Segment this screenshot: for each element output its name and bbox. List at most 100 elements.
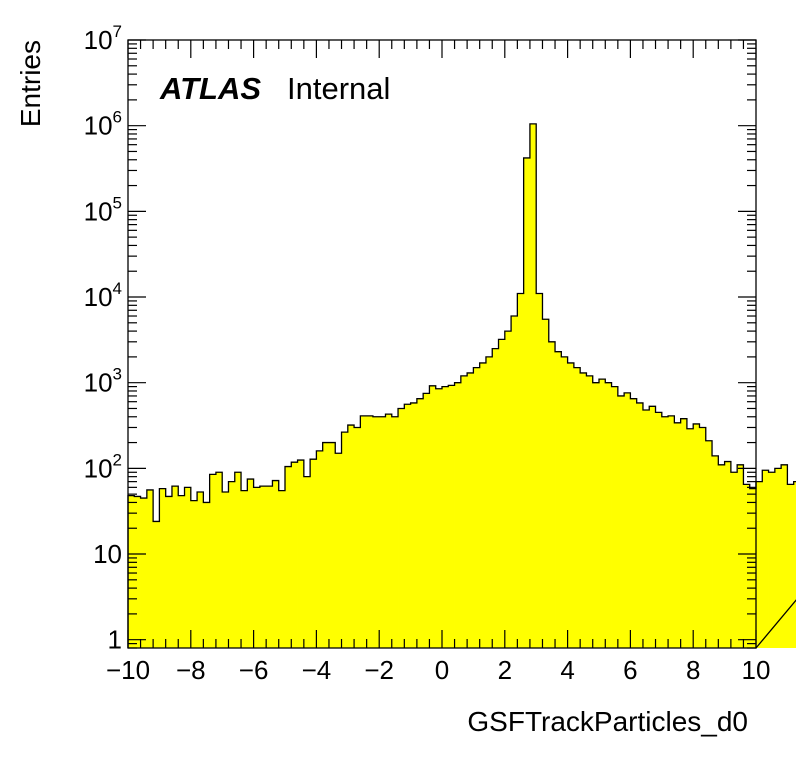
histogram-bar xyxy=(511,316,518,648)
x-tick-label: 0 xyxy=(435,655,449,685)
histogram-bar xyxy=(680,418,688,648)
histogram-bar xyxy=(335,453,342,648)
histogram-bar xyxy=(184,487,192,648)
x-tick-label: 8 xyxy=(686,655,700,685)
histogram-bar xyxy=(272,480,280,648)
histogram-bar xyxy=(341,432,349,648)
y-tick-label: 106 xyxy=(84,108,122,141)
histogram-bar xyxy=(693,423,700,648)
histogram-bar xyxy=(649,406,656,648)
histogram-bar xyxy=(749,488,757,648)
x-tick-label: 10 xyxy=(742,655,771,685)
histogram-bar xyxy=(247,479,254,648)
histogram-bar xyxy=(328,442,336,648)
histogram-bar xyxy=(498,339,506,648)
y-tick-label: 10 xyxy=(93,539,122,569)
histogram-bar xyxy=(442,386,449,648)
histogram-bar xyxy=(203,502,211,648)
histogram-bar xyxy=(642,409,650,648)
histogram-bar xyxy=(241,490,248,648)
histogram-bar xyxy=(699,427,707,648)
histogram-bar xyxy=(322,442,330,648)
histogram-outline xyxy=(127,123,796,649)
y-tick-label: 105 xyxy=(84,193,122,226)
histogram-bar xyxy=(599,379,606,648)
histogram-bar xyxy=(460,375,468,648)
histogram-bars xyxy=(128,123,796,649)
histogram-bar xyxy=(297,460,305,648)
histogram-bar xyxy=(454,382,462,648)
histogram-bar xyxy=(467,372,474,648)
histogram-bar xyxy=(523,157,531,648)
histogram-bar xyxy=(303,476,311,648)
histogram-bar xyxy=(592,382,600,648)
histogram-bar xyxy=(605,382,612,648)
histogram-bar xyxy=(561,356,568,648)
x-tick-label: 6 xyxy=(623,655,637,685)
histogram-bar xyxy=(542,319,550,648)
histogram-bar xyxy=(768,472,776,648)
x-tick-labels: −10 −8 −6 −4 −2 0 2 4 6 8 10 xyxy=(106,655,771,685)
histogram-bar xyxy=(781,464,788,648)
histogram-bar xyxy=(347,425,355,648)
histogram-bar xyxy=(234,472,242,648)
histogram-bar xyxy=(630,398,638,648)
histogram-bar xyxy=(278,490,286,648)
histogram-bar xyxy=(686,428,694,648)
histogram-bar xyxy=(567,362,575,648)
histogram-bar xyxy=(555,351,562,648)
x-tick-label: −10 xyxy=(106,655,150,685)
histogram-bar xyxy=(178,495,185,648)
histogram-bar xyxy=(146,489,154,648)
histogram-bar xyxy=(724,461,732,648)
x-axis-title: GSFTrackParticles_d0 xyxy=(467,706,748,737)
histogram-bar xyxy=(762,470,769,648)
histogram-bar xyxy=(548,341,556,648)
x-tick-label: 2 xyxy=(498,655,512,685)
histogram-bar xyxy=(190,500,198,648)
histogram-bar xyxy=(266,486,273,648)
histogram-bar xyxy=(793,481,796,648)
histogram-bar xyxy=(398,408,405,648)
histogram-bar xyxy=(134,496,141,648)
histogram-bar xyxy=(128,495,135,648)
histogram-bar xyxy=(787,484,795,648)
histogram-bar xyxy=(379,416,386,648)
histogram-bar xyxy=(529,123,537,649)
histogram-bar xyxy=(756,481,763,648)
histogram-bar xyxy=(580,372,587,648)
histogram-bar xyxy=(385,414,393,648)
histogram-bar xyxy=(504,331,512,648)
histogram-bar xyxy=(655,412,663,648)
histogram-bar xyxy=(404,404,411,648)
histogram-bar xyxy=(259,486,267,648)
x-tick-label: −4 xyxy=(302,655,332,685)
histogram-bar xyxy=(372,416,380,648)
histogram-bar xyxy=(253,487,261,648)
histogram-bar xyxy=(668,415,675,648)
histogram-bar xyxy=(153,521,160,648)
y-tick-label: 102 xyxy=(84,450,122,483)
histogram-bar xyxy=(617,395,625,648)
histogram-bar xyxy=(774,468,782,648)
histogram-bar xyxy=(222,491,229,648)
histogram-bar xyxy=(159,488,167,648)
histogram-bar xyxy=(674,422,682,648)
histogram-bar xyxy=(366,415,374,648)
histogram-bar xyxy=(611,386,619,648)
histogram-bar xyxy=(737,464,744,648)
histogram-bar xyxy=(429,385,437,648)
histogram-bar xyxy=(448,385,455,648)
histogram-bar xyxy=(316,450,324,648)
histogram-bar xyxy=(730,472,738,648)
x-tick-label: 4 xyxy=(560,655,574,685)
histogram-bar xyxy=(360,415,368,648)
histogram-bar xyxy=(661,416,669,648)
atlas-label: ATLAS xyxy=(159,71,261,106)
y-axis-title: Entries xyxy=(15,40,46,127)
histogram-bar xyxy=(718,464,725,648)
histogram-bar xyxy=(416,398,424,648)
plot-frame xyxy=(127,39,757,649)
histogram-bar xyxy=(473,367,481,648)
